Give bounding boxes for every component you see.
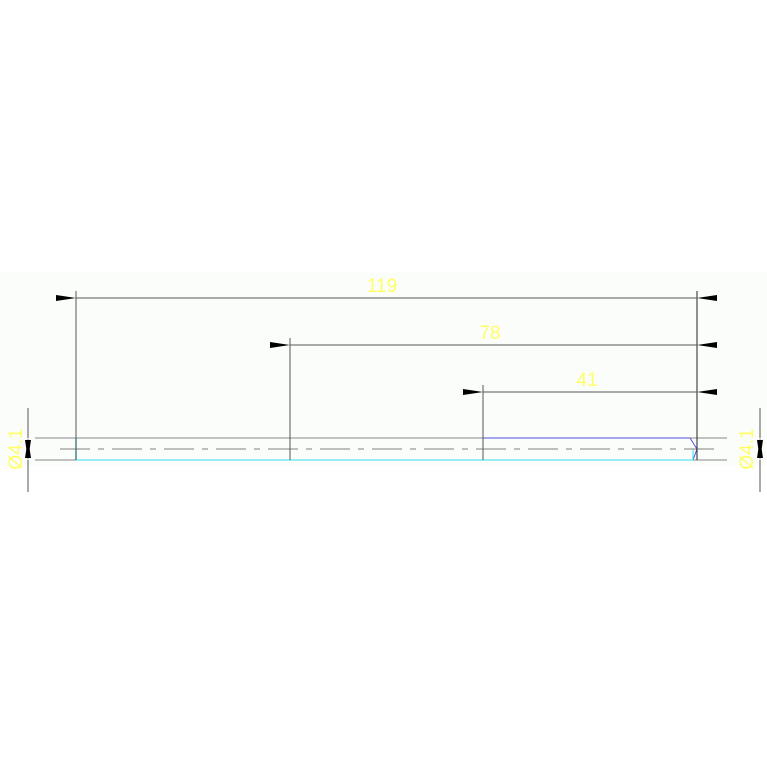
diameter-text-left: Ø4.1	[6, 428, 27, 469]
drawing-area	[0, 272, 767, 466]
part-outline	[35, 437, 727, 461]
diameter-dimension-left: Ø4.1	[6, 408, 31, 492]
extension-lines	[75, 291, 698, 460]
diameter-dimension-right: Ø4.1	[737, 408, 763, 492]
dimension-text-41: 41	[576, 370, 597, 391]
dimension-text-119: 119	[367, 276, 397, 297]
diameter-text-right: Ø4.1	[737, 428, 758, 469]
dimension-text-78: 78	[479, 323, 500, 344]
